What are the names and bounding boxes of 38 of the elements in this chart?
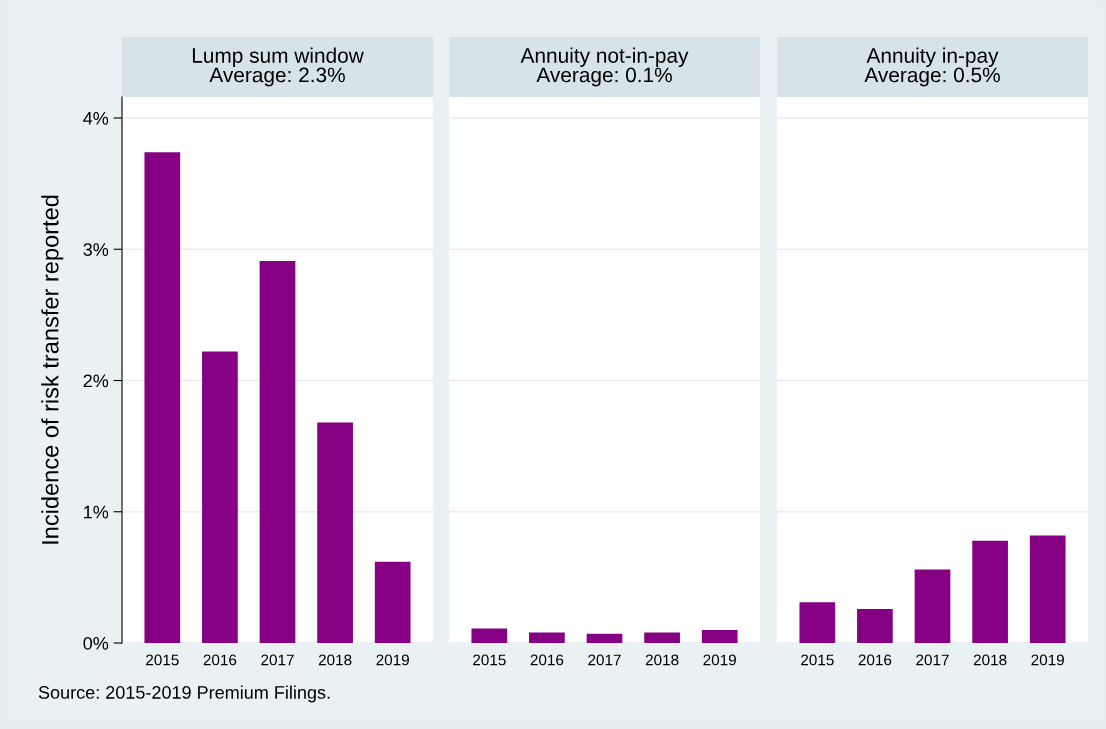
- y-tick-label: 4%: [83, 112, 109, 125]
- x-tick-label: 2016: [203, 654, 237, 666]
- bar: [317, 422, 353, 643]
- x-tick-label: 2015: [473, 654, 506, 666]
- x-tick-label: 2017: [916, 654, 949, 666]
- y-tick-label: 0%: [83, 636, 109, 650]
- chart-subtitle: Average: 0.5%: [864, 67, 1000, 87]
- bar: [1029, 535, 1066, 643]
- y-axis-title: Incidence of risk transfer reported: [41, 195, 64, 544]
- bar: [914, 569, 951, 643]
- chart-title: Annuity not-in-pay: [520, 47, 689, 67]
- bar: [374, 561, 411, 643]
- x-tick-label: 2019: [703, 654, 736, 666]
- x-tick-label: 2016: [858, 654, 892, 666]
- y-tick-label: 1%: [84, 505, 109, 519]
- y-tick-label: 3%: [83, 243, 109, 256]
- x-tick-label: 2016: [530, 654, 564, 666]
- x-tick-label: 2018: [973, 654, 1007, 666]
- chart-subtitle: Average: 2.3%: [209, 67, 345, 87]
- chart-title: Lump sum window: [192, 47, 364, 67]
- x-tick-label: 2019: [1031, 654, 1064, 666]
- x-tick-label: 2018: [318, 654, 352, 666]
- bar: [972, 540, 1008, 643]
- x-tick-label: 2017: [261, 654, 294, 666]
- chart-title: Annuity in-pay: [866, 47, 999, 67]
- bar: [799, 602, 836, 643]
- x-tick-label: 2018: [645, 654, 679, 666]
- x-tick-label: 2015: [801, 654, 834, 666]
- source-note: Source: 2015-2019 Premium Filings.: [38, 685, 330, 703]
- bar: [259, 261, 296, 643]
- x-tick-label: 2017: [588, 654, 621, 666]
- bar: [202, 351, 238, 643]
- y-tick-label: 2%: [83, 374, 109, 388]
- chart-subtitle: Average: 0.1%: [536, 67, 672, 87]
- bar: [144, 152, 181, 643]
- x-tick-label: 2015: [146, 654, 179, 666]
- bar: [857, 608, 893, 643]
- x-tick-label: 2019: [376, 654, 409, 666]
